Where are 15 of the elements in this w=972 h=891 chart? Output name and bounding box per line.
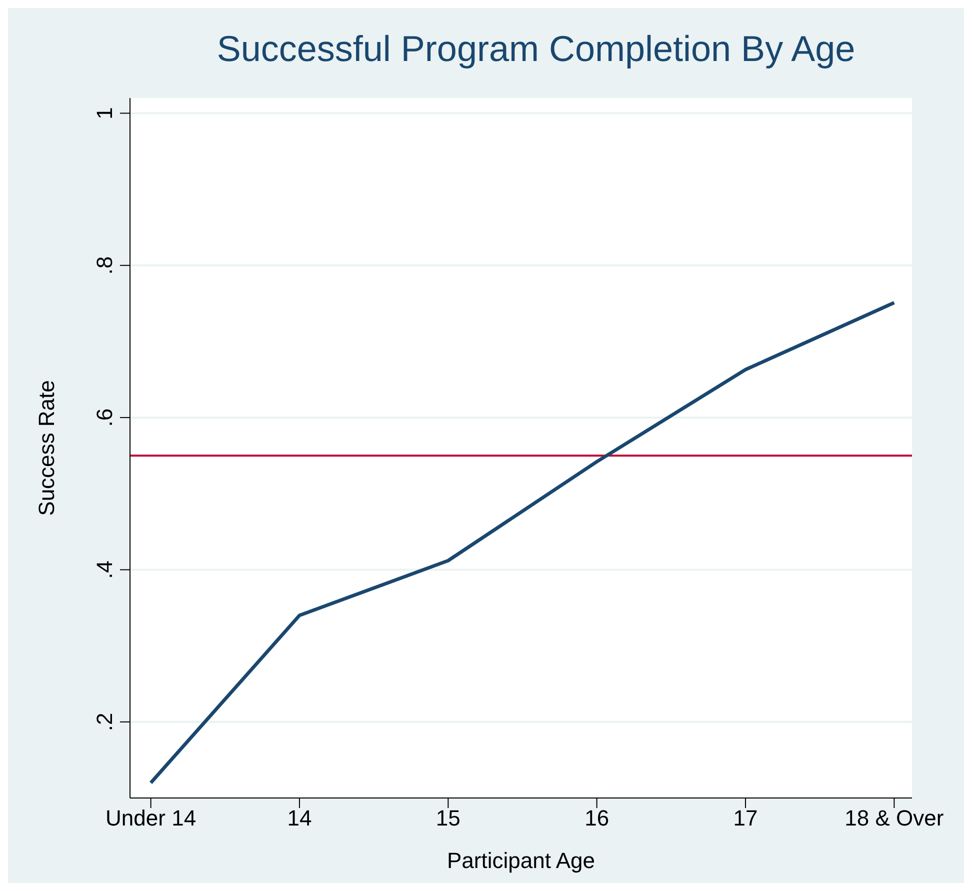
x-tick-label: 14 — [287, 806, 312, 831]
y-tick-label: 1 — [92, 107, 117, 120]
x-tick-label: Under 14 — [106, 806, 196, 831]
x-tick-label: 17 — [733, 806, 758, 831]
y-tick-label: .4 — [92, 560, 117, 579]
x-axis-title: Participant Age — [447, 848, 595, 873]
x-tick-label: 16 — [584, 806, 610, 831]
y-tick-label: .2 — [92, 712, 117, 732]
x-tick-label: 18 & Over — [844, 806, 944, 831]
y-tick-label: .8 — [92, 256, 117, 275]
chart-title: Successful Program Completion By Age — [216, 27, 856, 71]
line-series — [149, 300, 896, 785]
x-tick-label: 15 — [436, 806, 460, 831]
y-axis-title: Success Rate — [34, 380, 59, 516]
y-tick-label: .6 — [92, 408, 117, 427]
